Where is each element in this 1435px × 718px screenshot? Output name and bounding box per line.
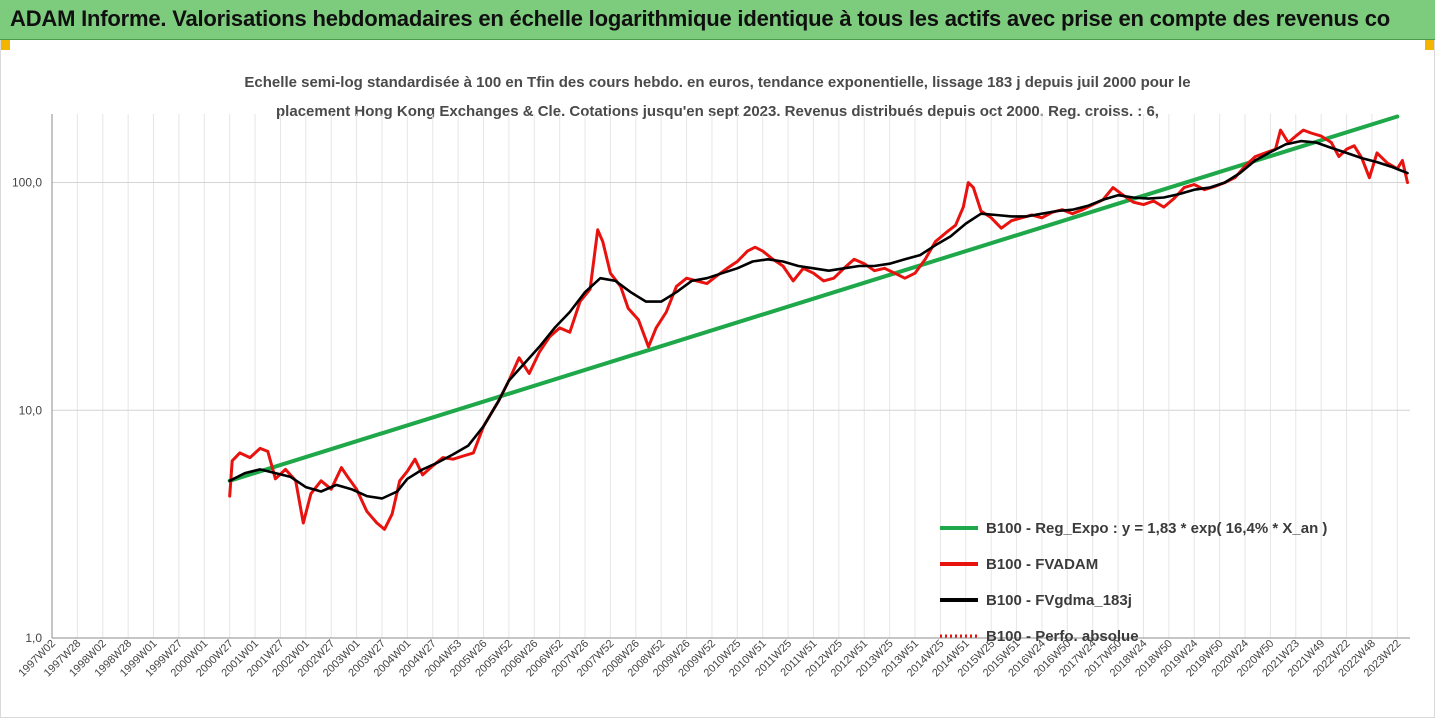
legend-label: B100 - FVADAM [986, 556, 1098, 573]
legend-label: B100 - Perfo. absolue [986, 628, 1139, 645]
series-line [228, 128, 1409, 531]
report-title: ADAM Informe. Valorisations hebdomadaire… [10, 6, 1390, 31]
series-line [228, 139, 1409, 500]
y-tick-label: 1,0 [25, 631, 42, 645]
corner-marker-right [1425, 40, 1435, 50]
y-tick-label: 100,0 [12, 176, 42, 190]
series-line [227, 114, 1400, 483]
chart-subtitle-line1: Echelle semi-log standardisée à 100 en T… [244, 74, 1191, 91]
chart-subtitle-line2: placement Hong Kong Exchanges & Cle. Cot… [276, 103, 1159, 120]
y-tick-label: 10,0 [19, 403, 43, 417]
legend-label: B100 - Reg_Expo : y = 1,83 * exp( 16,4% … [986, 520, 1327, 537]
legend-label: B100 - FVgdma_183j [986, 592, 1132, 609]
corner-marker-left [0, 40, 10, 50]
report-banner: ADAM Informe. Valorisations hebdomadaire… [0, 0, 1435, 40]
